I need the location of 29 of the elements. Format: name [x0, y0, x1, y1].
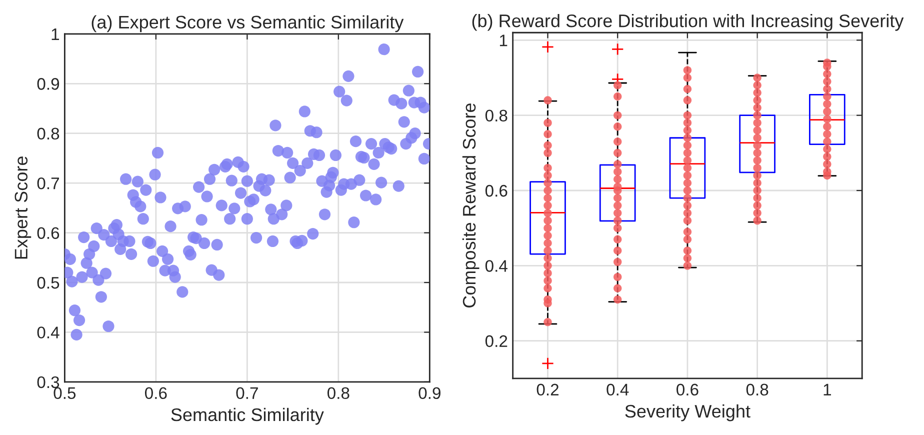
y-tick-label: 0.8 — [37, 128, 60, 140]
chart-title: (a) Expert Score vs Semantic Similarity — [92, 15, 404, 32]
x-axis-title: Severity Weight — [625, 404, 750, 422]
chart-title: (b) Reward Score Distribution with Increasing Severity — [472, 14, 904, 31]
y-axis-title: Expert Score — [14, 156, 32, 259]
y-tick-label: 0.4 — [485, 260, 508, 272]
y-tick-label: 0.4 — [37, 326, 60, 338]
y-tick-label: 0.3 — [37, 376, 60, 388]
y-tick-label: 0.7 — [37, 177, 59, 190]
x-axis-title: Semantic Similarity — [171, 408, 324, 425]
x-tick-label: 0.4 — [606, 384, 629, 396]
x-tick-label: 0.8 — [746, 384, 768, 396]
x-tick-label: 0.5 — [54, 387, 76, 400]
x-tick-label: 0.6 — [676, 384, 698, 396]
x-tick-label: 0.2 — [536, 384, 558, 396]
y-tick-label: 0.9 — [37, 78, 60, 90]
y-tick-label: 0.2 — [485, 335, 508, 348]
y-tick-label: 0.8 — [485, 110, 508, 122]
y-tick-label: 1 — [500, 34, 508, 46]
y-tick-label: 0.6 — [485, 184, 508, 197]
x-tick-label: 0.7 — [236, 387, 258, 400]
x-tick-label: 1 — [824, 384, 831, 396]
x-tick-label: 0.9 — [418, 387, 440, 400]
y-axis-title: Composite Reward Score — [462, 103, 480, 308]
y-tick-label: 0.5 — [37, 276, 60, 289]
y-tick-label: 1 — [52, 28, 60, 40]
x-tick-label: 0.8 — [327, 387, 350, 400]
y-tick-label: 0.6 — [37, 227, 60, 239]
x-tick-label: 0.6 — [144, 387, 167, 400]
